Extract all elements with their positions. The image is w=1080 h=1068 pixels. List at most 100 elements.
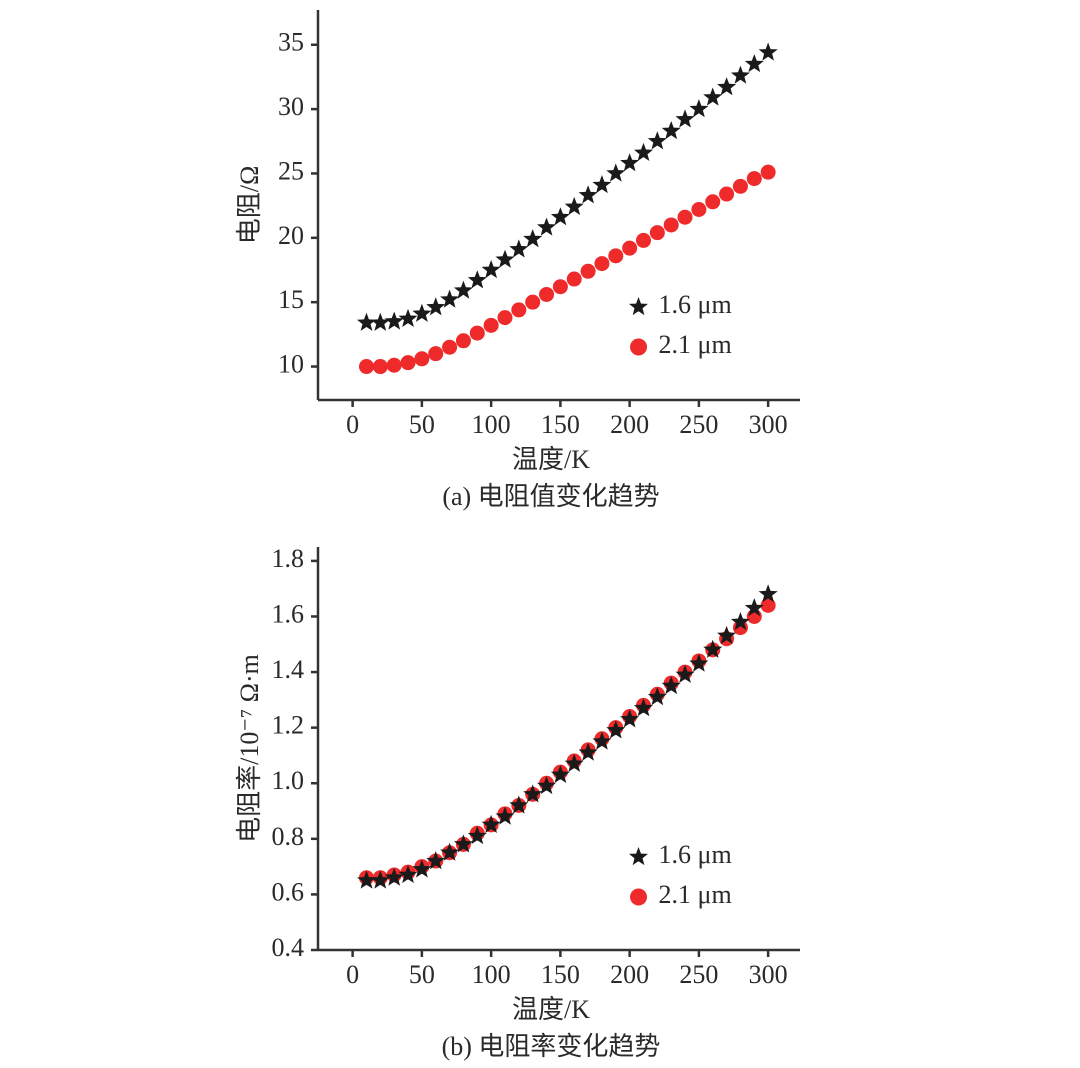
circle-point — [580, 263, 596, 279]
legend-marker — [629, 297, 648, 316]
star-point — [398, 308, 418, 327]
circle-point — [469, 325, 485, 341]
legend-marker — [630, 888, 648, 906]
x-tick-label: 300 — [749, 960, 788, 989]
circle-point — [677, 209, 693, 225]
circle-point — [358, 359, 374, 375]
circle-point — [525, 294, 541, 310]
star-point — [384, 867, 404, 886]
star-point — [689, 653, 709, 672]
circle-point — [442, 339, 458, 355]
star-point — [744, 54, 764, 73]
x-tick-label: 50 — [409, 410, 435, 439]
circle-point — [635, 232, 651, 248]
star-point — [412, 859, 432, 878]
y-tick-label: 0.8 — [272, 822, 305, 851]
star-point — [357, 312, 376, 331]
star-point — [606, 720, 626, 739]
x-tick-label: 0 — [346, 960, 359, 989]
circle-point — [649, 225, 665, 241]
star-point — [495, 249, 515, 268]
circle-point — [760, 164, 776, 180]
x-tick-label: 0 — [346, 410, 359, 439]
star-point — [634, 142, 653, 161]
star-point — [592, 175, 612, 194]
star-point — [550, 764, 570, 783]
star-point — [758, 42, 778, 61]
circle-point — [372, 359, 388, 375]
star-point — [467, 826, 487, 845]
star-point — [578, 185, 598, 204]
y-tick-label: 0.4 — [272, 933, 305, 962]
star-point — [481, 260, 501, 279]
star-point — [647, 687, 667, 706]
star-point — [384, 311, 404, 330]
star-point — [689, 99, 709, 118]
star-point — [606, 163, 626, 182]
x-axis-label: 温度/K — [512, 445, 590, 474]
star-point — [703, 87, 723, 106]
star-point — [412, 303, 432, 322]
x-tick-label: 200 — [610, 960, 649, 989]
x-tick-label: 250 — [679, 960, 718, 989]
y-tick-label: 20 — [278, 221, 304, 250]
circle-point — [691, 202, 707, 218]
star-point — [578, 742, 598, 761]
star-point — [717, 77, 737, 96]
circle-point — [400, 355, 416, 371]
circle-point — [428, 346, 444, 362]
y-tick-label: 35 — [278, 28, 304, 57]
star-point — [537, 776, 556, 795]
circle-point — [497, 310, 513, 326]
circle-point — [746, 171, 762, 187]
star-point — [440, 289, 460, 308]
star-point — [744, 598, 764, 617]
y-tick-label: 1.0 — [272, 766, 305, 795]
star-point — [453, 834, 473, 853]
star-point — [564, 753, 584, 772]
y-tick-label: 15 — [278, 285, 304, 314]
circle-point — [594, 256, 610, 272]
circle-point — [483, 317, 499, 333]
star-point — [634, 698, 653, 717]
star-point — [426, 851, 446, 870]
x-tick-label: 150 — [541, 410, 580, 439]
x-tick-label: 100 — [472, 960, 511, 989]
y-tick-label: 25 — [278, 156, 304, 185]
legend-label: 2.1 μm — [659, 330, 732, 359]
star-point — [523, 229, 543, 248]
star-point — [537, 217, 556, 236]
circle-point — [622, 240, 638, 256]
circle-point — [511, 302, 527, 318]
circle-point — [386, 357, 402, 373]
y-tick-label: 0.6 — [272, 877, 305, 906]
x-tick-label: 100 — [472, 410, 511, 439]
star-point — [620, 153, 640, 172]
x-tick-label: 50 — [409, 960, 435, 989]
circle-point — [760, 597, 776, 613]
x-tick-label: 150 — [541, 960, 580, 989]
legend-label: 1.6 μm — [659, 840, 732, 869]
star-point — [717, 625, 737, 644]
y-tick-label: 1.4 — [272, 655, 305, 684]
star-point — [370, 312, 390, 331]
y-tick-label: 30 — [278, 92, 304, 121]
star-point — [620, 709, 640, 728]
star-point — [703, 639, 723, 658]
star-point — [550, 207, 570, 226]
star-point — [509, 239, 529, 258]
x-tick-label: 250 — [679, 410, 718, 439]
y-tick-label: 10 — [278, 350, 304, 379]
caption: (a) 电阻值变化趋势 — [442, 482, 659, 511]
star-point — [453, 280, 473, 299]
star-point — [509, 795, 529, 814]
circle-point — [539, 286, 555, 302]
x-tick-label: 200 — [610, 410, 649, 439]
legend-marker — [630, 338, 648, 356]
caption: (b) 电阻率变化趋势 — [442, 1032, 661, 1061]
star-point — [398, 865, 418, 883]
y-axis-label: 电阻率/10⁻⁷ Ω·m — [235, 654, 264, 843]
x-tick-label: 300 — [749, 410, 788, 439]
star-point — [467, 270, 487, 289]
